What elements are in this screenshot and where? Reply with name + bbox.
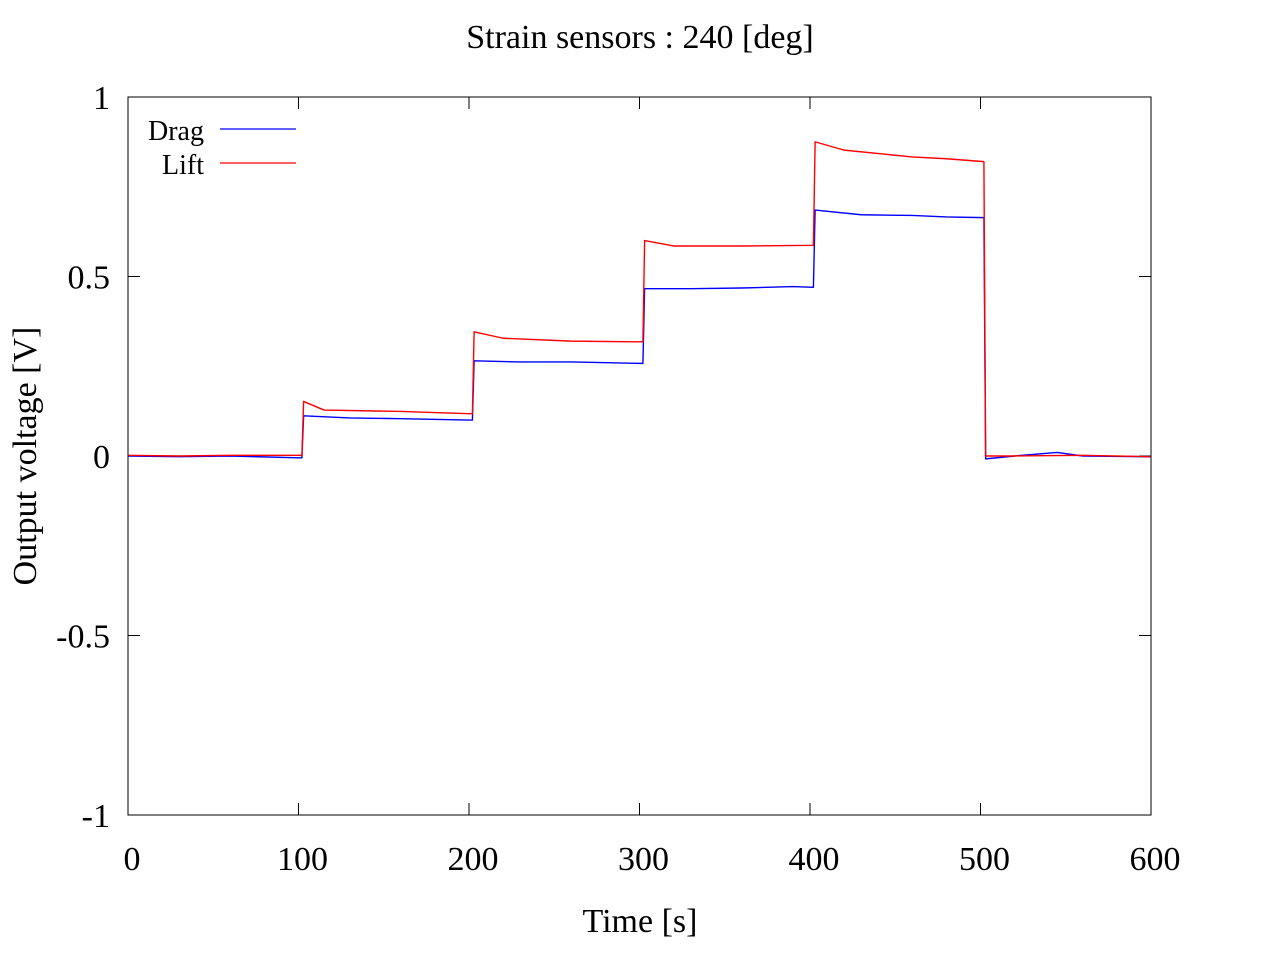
series-line-drag xyxy=(127,209,1152,460)
plot-frame xyxy=(127,96,1152,816)
y-tick-label: 0.5 xyxy=(68,260,111,297)
y-tick-label: 0 xyxy=(93,439,110,476)
y-tick-label: -0.5 xyxy=(56,619,110,656)
legend-label-lift: Lift xyxy=(162,150,204,181)
y-tick-label: -1 xyxy=(82,798,110,835)
legend-label-drag: Drag xyxy=(148,116,204,147)
x-axis-label: Time [s] xyxy=(583,903,698,940)
x-tick-label: 100 xyxy=(277,841,328,878)
x-tick-label: 200 xyxy=(448,841,499,878)
y-axis-label: Output voltage [V] xyxy=(7,327,44,586)
legend: Drag Lift xyxy=(148,116,296,181)
y-tick-label: 1 xyxy=(93,80,110,117)
x-tick-label: 500 xyxy=(959,841,1010,878)
series-line-lift xyxy=(127,141,1152,458)
x-tick-label: 0 xyxy=(124,841,141,878)
axis-tick-labels: 0 100 200 300 400 500 600 -1 -0.5 0 0.5 1 xyxy=(56,80,1180,878)
chart-title: Strain sensors : 240 [deg] xyxy=(466,19,814,56)
x-tick-label: 300 xyxy=(618,841,669,878)
series-layer xyxy=(127,141,1152,460)
x-tick-label: 600 xyxy=(1130,841,1181,878)
x-tick-label: 400 xyxy=(789,841,840,878)
